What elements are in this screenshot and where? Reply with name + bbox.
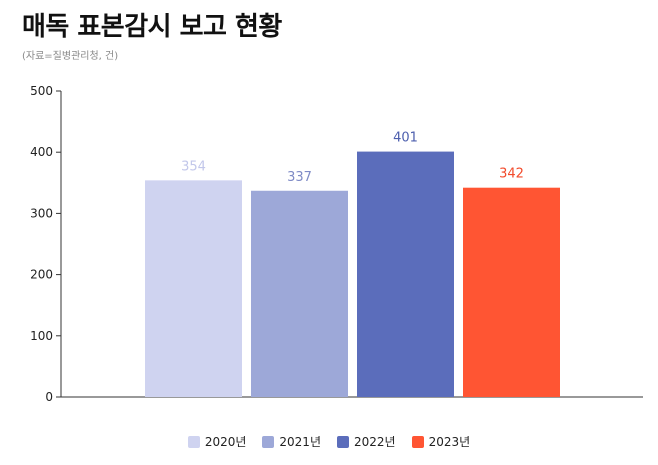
bar-2023년 — [463, 187, 560, 397]
legend-label-2: 2022년 — [354, 435, 396, 449]
y-tick-label-2: 200 — [30, 268, 53, 282]
legend: 2020년 2021년 2022년 2023년 — [0, 433, 658, 450]
legend-item-3: 2023년 — [411, 433, 471, 450]
data-label-3: 342 — [499, 167, 524, 182]
source-note: (자료=질병관리청, 건) — [22, 51, 119, 62]
data-label-1: 337 — [287, 170, 312, 185]
legend-swatch-1 — [262, 435, 275, 448]
y-tick-label-1: 100 — [30, 329, 53, 343]
legend-swatch-0 — [187, 435, 200, 448]
y-tick-label-5: 500 — [30, 84, 53, 98]
y-tick-label-3: 300 — [30, 206, 53, 220]
bar-2022년 — [357, 151, 454, 397]
legend-label-3: 2023년 — [428, 435, 471, 449]
y-tick-label-4: 400 — [30, 145, 53, 159]
legend-swatch-2 — [337, 435, 349, 448]
legend-item-0: 2020년 — [187, 433, 247, 450]
legend-label-0: 2020년 — [204, 435, 247, 449]
data-label-2: 401 — [393, 131, 418, 146]
legend-swatch-3 — [411, 435, 424, 448]
chart-title: 매독 표본감시 보고 현황 — [22, 12, 282, 42]
y-tick-label-0: 0 — [45, 390, 53, 404]
legend-label-1: 2021년 — [279, 435, 321, 449]
bar-2020년 — [145, 180, 242, 397]
data-label-0: 354 — [181, 159, 206, 174]
bar-chart: 0 100 200 300 400 500 354 337 401 342 — [30, 84, 643, 404]
legend-item-1: 2021년 — [262, 433, 321, 450]
bar-2021년 — [251, 190, 348, 397]
legend-item-2: 2022년 — [337, 433, 396, 450]
